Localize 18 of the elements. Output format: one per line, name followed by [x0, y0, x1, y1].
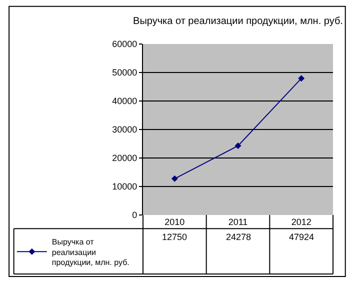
data-label: 24278 — [226, 232, 252, 242]
y-tick-label: 40000 — [112, 96, 138, 106]
x-tick-label: 2010 — [164, 217, 185, 227]
y-tick-label: 20000 — [112, 153, 138, 164]
y-tick-label: 0 — [132, 210, 138, 220]
chart-title: Выручка от реализации продукции, млн. руб. — [133, 16, 343, 28]
point — [234, 142, 242, 150]
x-tick-label: 2012 — [291, 217, 312, 227]
legend-label: Выручка от реализации продукции, млн. руб. — [52, 237, 130, 268]
y-tick-label: 50000 — [112, 68, 138, 78]
x-tick-label: 2011 — [228, 217, 248, 227]
y-tick-label: 10000 — [112, 182, 138, 192]
y-tick-label: 60000 — [112, 39, 138, 50]
y-tick-label: 30000 — [112, 124, 138, 135]
data-label: 12750 — [162, 232, 188, 242]
data-label: 47924 — [289, 232, 314, 242]
point — [171, 175, 178, 182]
point — [298, 75, 305, 82]
